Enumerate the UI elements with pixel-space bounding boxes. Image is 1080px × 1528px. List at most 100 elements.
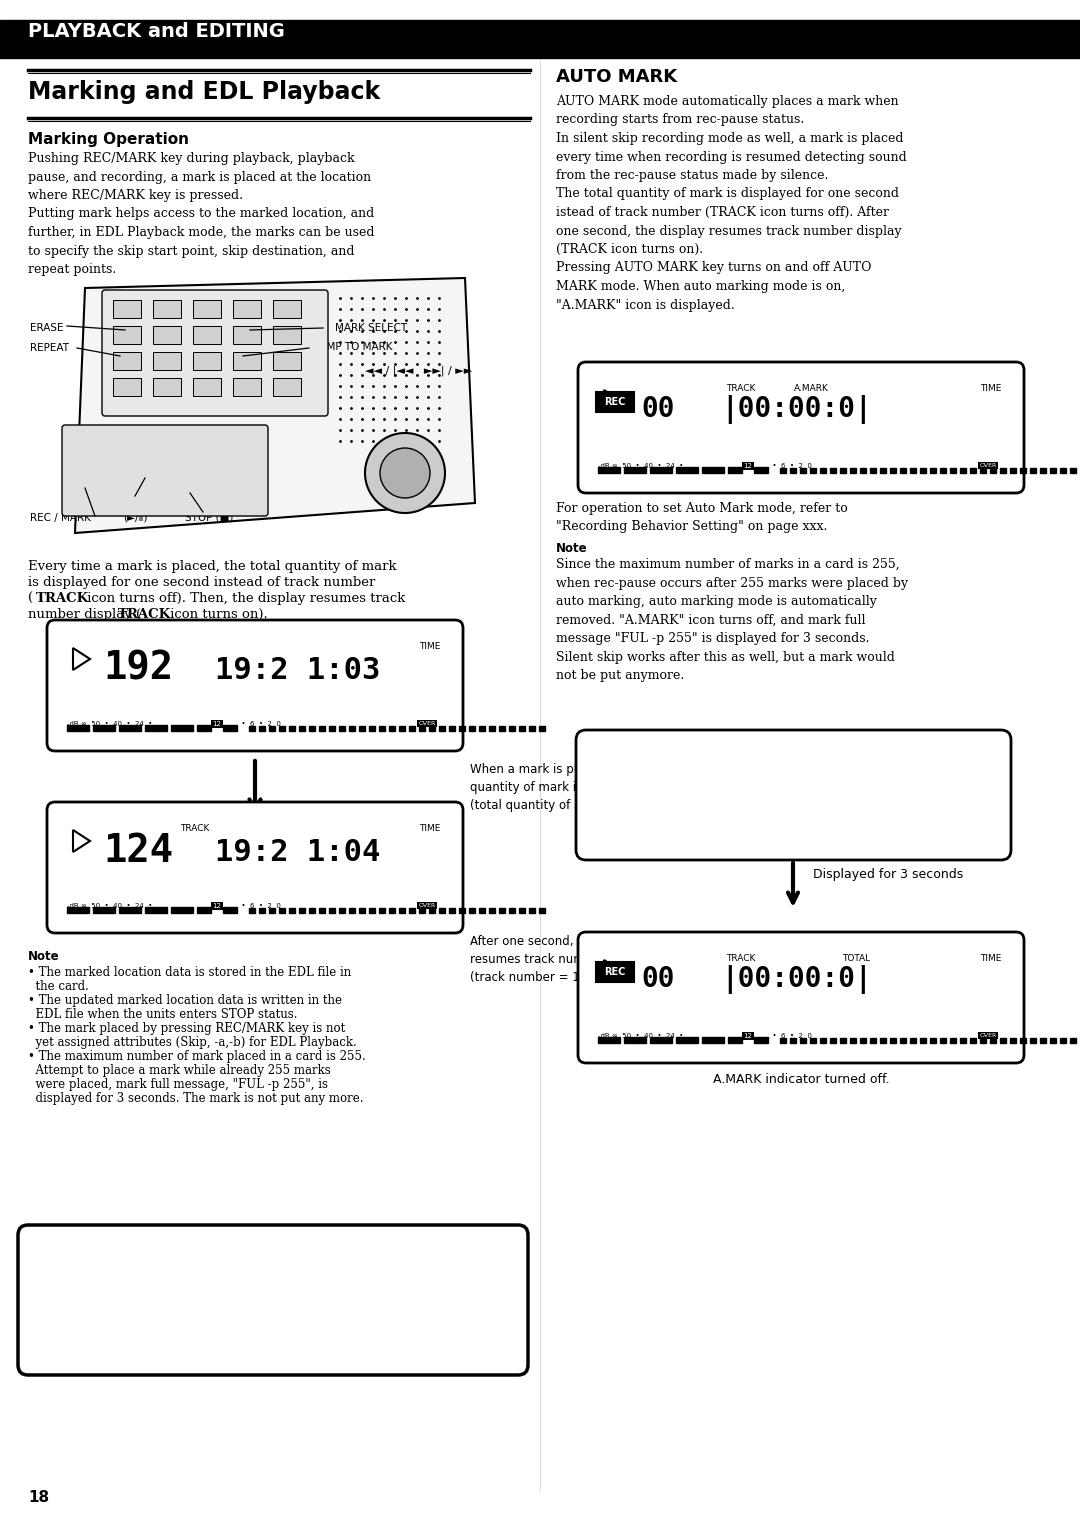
Text: When a mark is placed, the total
quantity of mark is displayed
(total quantity o: When a mark is placed, the total quantit…: [470, 762, 663, 811]
Circle shape: [380, 448, 430, 498]
Bar: [419, 908, 426, 914]
Bar: [780, 468, 786, 474]
Bar: [960, 1038, 966, 1044]
Bar: [153, 377, 181, 396]
Text: 00: 00: [642, 966, 675, 993]
Bar: [339, 726, 345, 730]
Bar: [900, 468, 906, 474]
Bar: [233, 377, 261, 396]
Text: -dB ∞  50  •  40  •  24  •: -dB ∞ 50 • 40 • 24 •: [67, 721, 157, 727]
Bar: [1020, 468, 1026, 474]
Bar: [970, 468, 976, 474]
Bar: [980, 1038, 986, 1044]
Bar: [379, 726, 384, 730]
Bar: [469, 726, 475, 730]
Bar: [840, 1038, 846, 1044]
Bar: [249, 908, 255, 914]
FancyBboxPatch shape: [578, 362, 1024, 494]
Text: Displayed for 3 seconds: Displayed for 3 seconds: [813, 868, 963, 882]
Text: 12: 12: [213, 903, 221, 909]
Bar: [1059, 1038, 1066, 1044]
Bar: [780, 1038, 786, 1044]
Text: A.MARK: A.MARK: [794, 384, 828, 393]
Bar: [990, 468, 996, 474]
Text: -dB ∞  50  •  40  •  24  •: -dB ∞ 50 • 40 • 24 •: [598, 1033, 688, 1039]
Text: EDL file when the units enters STOP status.: EDL file when the units enters STOP stat…: [28, 1008, 297, 1021]
Bar: [1030, 468, 1036, 474]
Text: Marking Operation: Marking Operation: [28, 131, 189, 147]
Text: After one second, the display
resumes track number display
(track number = 124): After one second, the display resumes tr…: [470, 935, 650, 984]
Bar: [359, 726, 365, 730]
Bar: [67, 908, 89, 914]
Bar: [369, 726, 375, 730]
Text: -dB ∞  50  •  40  •  24  •: -dB ∞ 50 • 40 • 24 •: [598, 463, 688, 469]
Text: 19:2 1:04: 19:2 1:04: [215, 837, 380, 866]
Bar: [820, 1038, 826, 1044]
Text: TIME: TIME: [980, 953, 1001, 963]
Bar: [789, 1038, 796, 1044]
Bar: [309, 908, 315, 914]
Bar: [1000, 1038, 1005, 1044]
Bar: [459, 908, 465, 914]
Bar: [379, 908, 384, 914]
Bar: [269, 726, 275, 730]
Bar: [369, 908, 375, 914]
Bar: [1030, 1038, 1036, 1044]
Bar: [870, 468, 876, 474]
Bar: [233, 299, 261, 318]
Bar: [810, 1038, 816, 1044]
Bar: [970, 1038, 976, 1044]
Text: Attempt to place a mark while already 255 marks: Attempt to place a mark while already 25…: [28, 1063, 330, 1077]
Text: (: (: [28, 591, 33, 605]
Bar: [519, 908, 525, 914]
Bar: [489, 908, 495, 914]
Bar: [1020, 1038, 1026, 1044]
Bar: [480, 726, 485, 730]
Bar: [93, 724, 114, 730]
Text: REPEAT: REPEAT: [30, 342, 69, 353]
Bar: [93, 908, 114, 914]
Text: OVER: OVER: [418, 721, 435, 726]
Bar: [429, 726, 435, 730]
Bar: [359, 908, 365, 914]
Bar: [676, 468, 698, 474]
Text: |00:00:0|: |00:00:0|: [721, 396, 872, 423]
Bar: [940, 1038, 946, 1044]
Bar: [920, 1038, 926, 1044]
Bar: [676, 1038, 698, 1044]
Bar: [222, 724, 237, 730]
Bar: [990, 1038, 996, 1044]
Text: OVER: OVER: [980, 463, 997, 468]
Bar: [850, 468, 856, 474]
Bar: [438, 908, 445, 914]
Bar: [197, 908, 211, 914]
Bar: [489, 726, 495, 730]
Bar: [519, 726, 525, 730]
Text: 192: 192: [103, 649, 173, 688]
Text: yet assigned attributes (Skip, -a,-b) for EDL Playback.: yet assigned attributes (Skip, -a,-b) fo…: [28, 1036, 356, 1050]
Text: TIME: TIME: [419, 642, 440, 651]
Text: OVER: OVER: [980, 1033, 997, 1038]
Text: •  6  •  2  0: • 6 • 2 0: [768, 463, 816, 469]
Bar: [850, 1038, 856, 1044]
Bar: [789, 468, 796, 474]
Bar: [145, 724, 167, 730]
Bar: [0, 20, 1080, 58]
Text: • The marked location data is stored in the EDL file in: • The marked location data is stored in …: [28, 966, 351, 979]
Bar: [1050, 1038, 1056, 1044]
Bar: [399, 726, 405, 730]
Text: were placed, mark full message, "FUL -p 255", is: were placed, mark full message, "FUL -p …: [28, 1077, 328, 1091]
Bar: [197, 724, 211, 730]
Bar: [399, 908, 405, 914]
Bar: [273, 299, 301, 318]
Bar: [650, 468, 672, 474]
Bar: [509, 726, 515, 730]
Bar: [299, 726, 305, 730]
Bar: [171, 908, 193, 914]
Bar: [754, 1038, 768, 1044]
Bar: [529, 726, 535, 730]
Text: PLAYBACK and EDITING: PLAYBACK and EDITING: [28, 21, 285, 41]
Bar: [650, 1038, 672, 1044]
Text: •  6  •  2  0: • 6 • 2 0: [237, 721, 285, 727]
Text: ERASE: ERASE: [30, 322, 64, 333]
